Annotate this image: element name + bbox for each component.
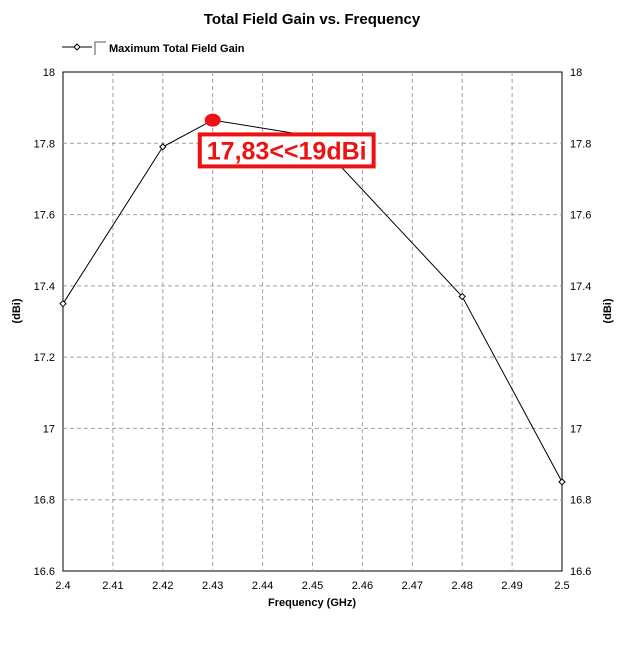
- y-tick-label-right: 17.8: [570, 138, 591, 150]
- x-tick-label: 2.45: [302, 580, 323, 592]
- y-tick-label-left: 16.8: [34, 495, 55, 507]
- x-tick-label: 2.42: [152, 580, 173, 592]
- y-tick-label-right: 16.8: [570, 495, 591, 507]
- annotation-label: 17,83<<19dBi: [207, 137, 367, 165]
- y-tick-label-right: 17: [570, 423, 582, 435]
- x-tick-label: 2.44: [252, 580, 273, 592]
- y-axis-ticks-left: 16.6 16.8 17 17.2 17.4 17.6 17.8 18: [34, 67, 55, 578]
- highlight-point: [204, 113, 221, 127]
- data-point-marker: [159, 143, 167, 151]
- y-tick-label-right: 17.6: [570, 210, 591, 222]
- annotation: 17,83<<19dBi: [197, 132, 376, 169]
- x-tick-label: 2.5: [554, 580, 569, 592]
- y-tick-label-left: 17.6: [34, 210, 55, 222]
- x-tick-label: 2.41: [102, 580, 123, 592]
- y-tick-label-right: 18: [570, 67, 582, 79]
- y-axis-title-left: (dBi): [11, 298, 23, 323]
- y-axis-ticks-right: 16.6 16.8 17 17.2 17.4 17.6 17.8 18: [570, 67, 591, 578]
- legend: Maximum Total Field Gain: [62, 41, 245, 55]
- series-line: [62, 119, 563, 483]
- y-axis-title-right: (dBi): [602, 298, 614, 323]
- y-tick-label-left: 17.8: [34, 138, 55, 150]
- x-axis-title: Frequency (GHz): [268, 597, 356, 609]
- data-point-marker: [458, 292, 466, 301]
- y-tick-label-left: 16.6: [34, 566, 55, 578]
- x-tick-label: 2.49: [501, 580, 522, 592]
- data-point-marker: [59, 299, 67, 308]
- grid: [63, 72, 562, 571]
- x-axis-ticks: 2.4 2.41 2.42 2.43 2.44 2.45 2.46 2.47 2.48 2.49 2…: [55, 580, 569, 592]
- x-tick-label: 2.4: [55, 580, 70, 592]
- y-tick-label-left: 17: [43, 423, 55, 435]
- highlight-layer: [204, 113, 221, 127]
- y-tick-label-left: 18: [43, 67, 55, 79]
- x-tick-label: 2.43: [202, 580, 223, 592]
- legend-label: Maximum Total Field Gain: [109, 43, 245, 55]
- y-tick-label-right: 16.6: [570, 566, 591, 578]
- y-tick-label-right: 17.2: [570, 352, 591, 364]
- x-tick-label: 2.47: [402, 580, 423, 592]
- y-tick-label-left: 17.2: [34, 352, 55, 364]
- legend-diamond-marker: [73, 43, 81, 51]
- data-point-marker: [558, 478, 566, 486]
- y-tick-label-right: 17.4: [570, 281, 591, 293]
- legend-checkbox-icon: [94, 41, 106, 55]
- y-tick-label-left: 17.4: [34, 281, 55, 293]
- x-tick-label: 2.48: [451, 580, 472, 592]
- annotation-box: [197, 132, 376, 169]
- chart-title: Total Field Gain vs. Frequency: [204, 11, 421, 28]
- x-tick-label: 2.46: [352, 580, 373, 592]
